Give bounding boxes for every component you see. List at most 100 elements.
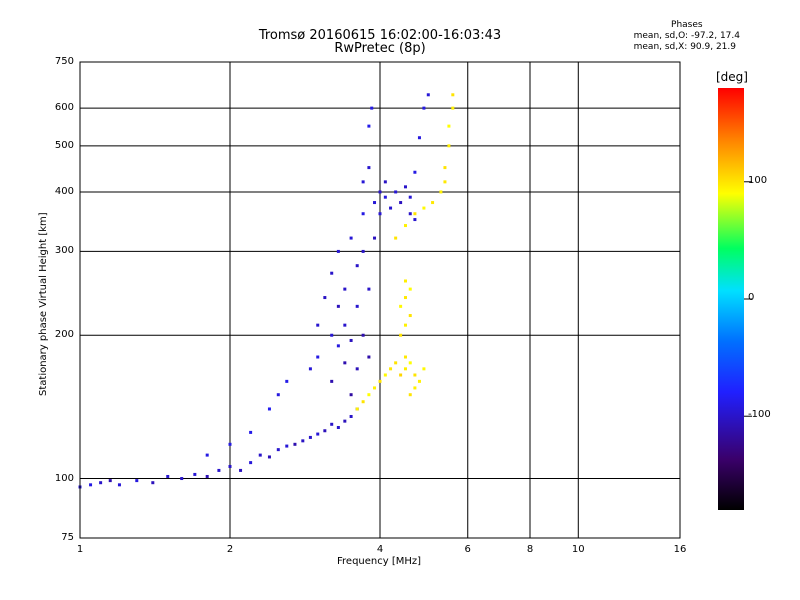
data-point-X — [443, 166, 447, 170]
chart-subtitle: RwPretec (8p) — [334, 41, 426, 56]
data-point-O — [367, 355, 371, 359]
colorbar — [718, 88, 744, 510]
data-point-O — [330, 271, 334, 275]
data-point-X — [373, 386, 377, 390]
y-tick-label: 400 — [54, 185, 74, 197]
data-point-X — [403, 323, 407, 327]
data-point-O — [383, 180, 387, 184]
data-point-O — [285, 379, 289, 383]
data-point-O — [336, 344, 340, 348]
data-point-O — [361, 212, 365, 216]
x-axis-label: Frequency [MHz] — [337, 556, 422, 567]
y-tick-label: 200 — [54, 329, 74, 341]
data-point-X — [367, 393, 371, 397]
data-point-O — [316, 432, 320, 436]
data-point-O — [355, 264, 359, 268]
chart-title: Tromsø 20160615 16:02:00-16:03:43 — [258, 28, 502, 43]
y-tick-label: 100 — [54, 472, 74, 484]
data-point-X — [413, 386, 417, 390]
data-point-O — [370, 106, 374, 110]
data-point-X — [361, 400, 365, 404]
data-point-X — [403, 355, 407, 359]
data-point-O — [217, 468, 221, 472]
data-point-O — [180, 477, 184, 481]
data-point-O — [330, 333, 334, 337]
data-point-X — [403, 279, 407, 283]
x-tick-label: 4 — [376, 544, 384, 555]
data-point-X — [399, 304, 403, 308]
data-point-O — [151, 481, 155, 485]
data-point-X — [443, 180, 447, 184]
data-point-O — [349, 393, 353, 397]
data-point-O — [343, 361, 347, 365]
colorbar-tick-label: -100 — [748, 409, 771, 421]
data-point-X — [403, 224, 407, 228]
data-point-X — [439, 190, 443, 194]
data-point-O — [285, 444, 289, 448]
y-tick-label: 300 — [54, 245, 74, 257]
data-point-O — [249, 430, 253, 434]
x-tick-label: 8 — [526, 544, 534, 555]
data-point-O — [301, 439, 305, 443]
data-point-O — [349, 338, 353, 342]
data-point-X — [394, 361, 398, 365]
data-point-O — [239, 468, 243, 472]
data-point-O — [355, 304, 359, 308]
grid — [80, 62, 680, 538]
data-point-X — [408, 393, 412, 397]
data-point-X — [378, 379, 382, 383]
data-point-O — [323, 296, 327, 300]
data-point-O — [89, 483, 93, 487]
data-point-O — [383, 195, 387, 199]
data-point-X — [389, 367, 393, 371]
data-point-O — [108, 479, 112, 483]
y-tick-label: 600 — [54, 102, 74, 114]
data-point-O — [349, 236, 353, 240]
data-point-O — [135, 479, 139, 483]
data-point-O — [403, 185, 407, 189]
data-point-O — [205, 453, 209, 457]
x-tick-label: 6 — [464, 544, 471, 555]
data-point-O — [373, 236, 377, 240]
data-point-O — [367, 287, 371, 291]
data-point-X — [394, 236, 398, 240]
data-point-O — [267, 407, 271, 411]
data-point-O — [308, 367, 312, 371]
phases-label: Phases — [671, 20, 703, 30]
data-point-X — [399, 373, 403, 377]
x-tick-label: 2 — [226, 544, 234, 555]
data-point-X — [431, 201, 435, 205]
x-tick-label: 10 — [571, 544, 585, 555]
data-point-X — [408, 314, 412, 318]
plot-frame — [79, 61, 681, 539]
data-point-O — [355, 367, 359, 371]
data-point-O — [193, 472, 197, 476]
phases-x-line: mean, sd,X: 90.9, 21.9 — [633, 42, 736, 52]
data-point-O — [394, 190, 398, 194]
data-point-O — [99, 481, 103, 485]
data-point-O — [367, 124, 371, 128]
data-point-X — [422, 367, 426, 371]
data-point-O — [276, 393, 280, 397]
data-point-O — [361, 333, 365, 337]
data-point-O — [228, 464, 232, 468]
data-point-O — [361, 180, 365, 184]
data-point-X — [355, 407, 359, 411]
phases-o-line: mean, sd,O: -97.2, 17.4 — [633, 31, 740, 41]
data-point-X — [399, 333, 403, 337]
colorbar-tick-label: 100 — [748, 174, 768, 186]
data-point-O — [361, 249, 365, 253]
data-point-X — [417, 379, 421, 383]
data-point-O — [413, 218, 417, 222]
data-point-X — [408, 287, 412, 291]
data-point-O — [373, 201, 377, 205]
data-point-O — [316, 355, 320, 359]
data-point-O — [258, 453, 262, 457]
data-point-X — [447, 124, 451, 128]
data-point-X — [451, 106, 455, 110]
data-point-X — [383, 373, 387, 377]
colorbar-ticks — [744, 181, 752, 417]
data-point-O — [276, 448, 280, 452]
data-point-O — [389, 206, 393, 210]
